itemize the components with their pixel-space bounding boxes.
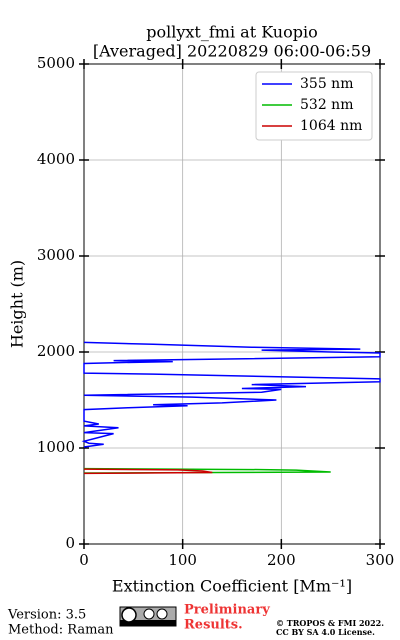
version: Version: 3.5 [7, 608, 86, 623]
profile-line [81, 341, 381, 448]
plot-frame [83, 63, 381, 545]
license: CC BY SA 4.0 License. [276, 627, 375, 637]
y-tick-label: 4000 [37, 150, 75, 168]
y-axis-label: Height (m) [8, 260, 27, 348]
chart-subtitle: [Averaged] 20220829 06:00-06:59 [93, 42, 371, 61]
x-tick-label: 200 [267, 551, 296, 569]
y-tick-label: 5000 [37, 54, 75, 72]
x-tick-label: 100 [168, 551, 197, 569]
license-logo [119, 606, 177, 627]
copyright: © TROPOS & FMI 2022. [276, 618, 384, 628]
legend-label: 1064 nm [300, 118, 362, 134]
x-tick-label: 300 [366, 551, 395, 569]
chart-title: pollyxt_fmi at Kuopio [146, 23, 317, 42]
legend-label: 532 nm [300, 97, 353, 113]
y-tick-label: 2000 [37, 342, 75, 360]
method: Method: Raman [8, 623, 114, 638]
x-tick-label: 0 [79, 551, 89, 569]
y-tick-label: 0 [65, 534, 75, 552]
profile-line [83, 468, 213, 475]
legend-label: 355 nm [300, 76, 353, 92]
y-tick-label: 1000 [37, 438, 75, 456]
legend-box [255, 71, 373, 141]
notice: Results. [184, 618, 243, 633]
x-axis-label: Extinction Coefficient [Mm⁻¹] [112, 577, 352, 596]
notice: Preliminary [184, 603, 270, 618]
y-tick-label: 3000 [37, 246, 75, 264]
